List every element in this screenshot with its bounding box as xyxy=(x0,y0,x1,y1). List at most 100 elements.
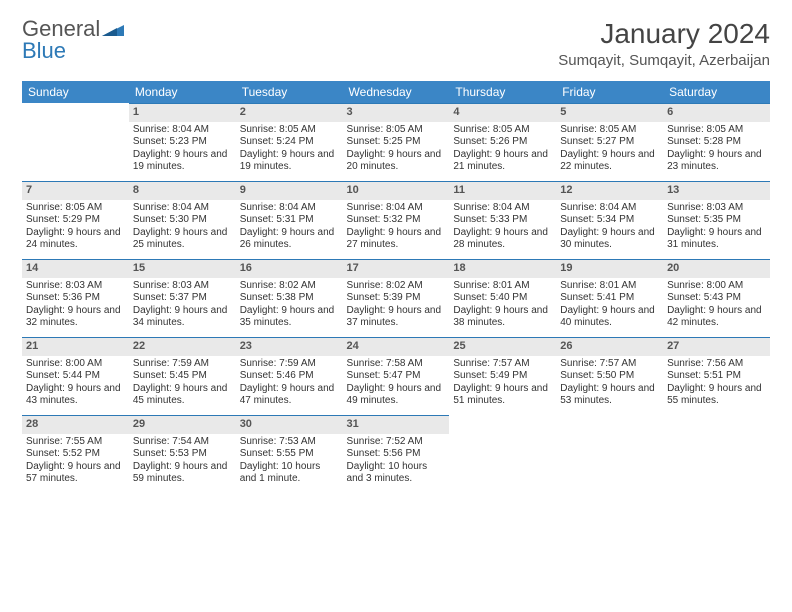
sunrise-text: Sunrise: 7:59 AM xyxy=(133,358,232,371)
day-body: Sunrise: 8:01 AMSunset: 5:41 PMDaylight:… xyxy=(556,278,663,332)
weekday-header: Saturday xyxy=(663,81,770,103)
day-number: 6 xyxy=(663,103,770,122)
day-body: Sunrise: 8:03 AMSunset: 5:37 PMDaylight:… xyxy=(129,278,236,332)
day-body: Sunrise: 8:03 AMSunset: 5:35 PMDaylight:… xyxy=(663,200,770,254)
sunrise-text: Sunrise: 8:03 AM xyxy=(133,280,232,293)
sunset-text: Sunset: 5:37 PM xyxy=(133,292,232,305)
sunset-text: Sunset: 5:40 PM xyxy=(453,292,552,305)
sunrise-text: Sunrise: 7:57 AM xyxy=(453,358,552,371)
daylight-text: Daylight: 9 hours and 43 minutes. xyxy=(26,383,125,408)
day-body: Sunrise: 7:53 AMSunset: 5:55 PMDaylight:… xyxy=(236,434,343,488)
sunset-text: Sunset: 5:56 PM xyxy=(347,448,446,461)
day-number: 30 xyxy=(236,415,343,434)
calendar-day-cell xyxy=(22,103,129,181)
sunset-text: Sunset: 5:36 PM xyxy=(26,292,125,305)
sunrise-text: Sunrise: 8:04 AM xyxy=(133,202,232,215)
calendar-day-cell: 6Sunrise: 8:05 AMSunset: 5:28 PMDaylight… xyxy=(663,103,770,181)
daylight-text: Daylight: 9 hours and 19 minutes. xyxy=(240,149,339,174)
calendar-day-cell: 20Sunrise: 8:00 AMSunset: 5:43 PMDayligh… xyxy=(663,259,770,337)
day-number: 19 xyxy=(556,259,663,278)
day-body: Sunrise: 7:59 AMSunset: 5:45 PMDaylight:… xyxy=(129,356,236,410)
sunset-text: Sunset: 5:52 PM xyxy=(26,448,125,461)
calendar-day-cell: 13Sunrise: 8:03 AMSunset: 5:35 PMDayligh… xyxy=(663,181,770,259)
daylight-text: Daylight: 9 hours and 49 minutes. xyxy=(347,383,446,408)
calendar-day-cell: 1Sunrise: 8:04 AMSunset: 5:23 PMDaylight… xyxy=(129,103,236,181)
daylight-text: Daylight: 10 hours and 3 minutes. xyxy=(347,461,446,486)
calendar-day-cell: 5Sunrise: 8:05 AMSunset: 5:27 PMDaylight… xyxy=(556,103,663,181)
calendar-day-cell: 3Sunrise: 8:05 AMSunset: 5:25 PMDaylight… xyxy=(343,103,450,181)
day-body: Sunrise: 8:04 AMSunset: 5:23 PMDaylight:… xyxy=(129,122,236,176)
calendar-day-cell: 11Sunrise: 8:04 AMSunset: 5:33 PMDayligh… xyxy=(449,181,556,259)
sunrise-text: Sunrise: 7:55 AM xyxy=(26,436,125,449)
day-number: 9 xyxy=(236,181,343,200)
day-body: Sunrise: 7:58 AMSunset: 5:47 PMDaylight:… xyxy=(343,356,450,410)
daylight-text: Daylight: 9 hours and 38 minutes. xyxy=(453,305,552,330)
sunrise-text: Sunrise: 8:05 AM xyxy=(453,124,552,137)
calendar-day-cell xyxy=(663,415,770,493)
calendar-day-cell: 14Sunrise: 8:03 AMSunset: 5:36 PMDayligh… xyxy=(22,259,129,337)
sunset-text: Sunset: 5:46 PM xyxy=(240,370,339,383)
sunrise-text: Sunrise: 8:05 AM xyxy=(26,202,125,215)
calendar-day-cell: 28Sunrise: 7:55 AMSunset: 5:52 PMDayligh… xyxy=(22,415,129,493)
sunrise-text: Sunrise: 8:04 AM xyxy=(347,202,446,215)
calendar-day-cell: 25Sunrise: 7:57 AMSunset: 5:49 PMDayligh… xyxy=(449,337,556,415)
day-number: 24 xyxy=(343,337,450,356)
daylight-text: Daylight: 9 hours and 25 minutes. xyxy=(133,227,232,252)
page-header: GeneralBlue January 2024 Sumqayit, Sumqa… xyxy=(22,18,770,69)
sunrise-text: Sunrise: 8:00 AM xyxy=(26,358,125,371)
calendar-day-cell: 24Sunrise: 7:58 AMSunset: 5:47 PMDayligh… xyxy=(343,337,450,415)
sunset-text: Sunset: 5:33 PM xyxy=(453,214,552,227)
daylight-text: Daylight: 10 hours and 1 minute. xyxy=(240,461,339,486)
day-number: 1 xyxy=(129,103,236,122)
day-body: Sunrise: 8:00 AMSunset: 5:44 PMDaylight:… xyxy=(22,356,129,410)
daylight-text: Daylight: 9 hours and 45 minutes. xyxy=(133,383,232,408)
daylight-text: Daylight: 9 hours and 42 minutes. xyxy=(667,305,766,330)
calendar-week-row: 21Sunrise: 8:00 AMSunset: 5:44 PMDayligh… xyxy=(22,337,770,415)
daylight-text: Daylight: 9 hours and 35 minutes. xyxy=(240,305,339,330)
calendar-day-cell: 15Sunrise: 8:03 AMSunset: 5:37 PMDayligh… xyxy=(129,259,236,337)
sunset-text: Sunset: 5:27 PM xyxy=(560,136,659,149)
day-body: Sunrise: 8:04 AMSunset: 5:31 PMDaylight:… xyxy=(236,200,343,254)
calendar-day-cell: 4Sunrise: 8:05 AMSunset: 5:26 PMDaylight… xyxy=(449,103,556,181)
day-number: 31 xyxy=(343,415,450,434)
day-number: 13 xyxy=(663,181,770,200)
daylight-text: Daylight: 9 hours and 27 minutes. xyxy=(347,227,446,252)
daylight-text: Daylight: 9 hours and 57 minutes. xyxy=(26,461,125,486)
sunrise-text: Sunrise: 7:59 AM xyxy=(240,358,339,371)
daylight-text: Daylight: 9 hours and 26 minutes. xyxy=(240,227,339,252)
day-body: Sunrise: 7:57 AMSunset: 5:49 PMDaylight:… xyxy=(449,356,556,410)
daylight-text: Daylight: 9 hours and 53 minutes. xyxy=(560,383,659,408)
sunset-text: Sunset: 5:53 PM xyxy=(133,448,232,461)
sunset-text: Sunset: 5:47 PM xyxy=(347,370,446,383)
day-body: Sunrise: 7:52 AMSunset: 5:56 PMDaylight:… xyxy=(343,434,450,488)
calendar-day-cell: 12Sunrise: 8:04 AMSunset: 5:34 PMDayligh… xyxy=(556,181,663,259)
sunset-text: Sunset: 5:31 PM xyxy=(240,214,339,227)
calendar-day-cell: 10Sunrise: 8:04 AMSunset: 5:32 PMDayligh… xyxy=(343,181,450,259)
calendar-week-row: 14Sunrise: 8:03 AMSunset: 5:36 PMDayligh… xyxy=(22,259,770,337)
day-body: Sunrise: 8:04 AMSunset: 5:32 PMDaylight:… xyxy=(343,200,450,254)
day-body: Sunrise: 7:54 AMSunset: 5:53 PMDaylight:… xyxy=(129,434,236,488)
calendar-day-cell: 22Sunrise: 7:59 AMSunset: 5:45 PMDayligh… xyxy=(129,337,236,415)
sunrise-text: Sunrise: 8:03 AM xyxy=(667,202,766,215)
sunrise-text: Sunrise: 8:05 AM xyxy=(240,124,339,137)
day-body: Sunrise: 8:05 AMSunset: 5:24 PMDaylight:… xyxy=(236,122,343,176)
location: Sumqayit, Sumqayit, Azerbaijan xyxy=(558,52,770,69)
day-number: 11 xyxy=(449,181,556,200)
day-body: Sunrise: 8:03 AMSunset: 5:36 PMDaylight:… xyxy=(22,278,129,332)
day-body: Sunrise: 8:04 AMSunset: 5:30 PMDaylight:… xyxy=(129,200,236,254)
logo-word1: General xyxy=(22,18,100,40)
daylight-text: Daylight: 9 hours and 47 minutes. xyxy=(240,383,339,408)
weekday-header: Friday xyxy=(556,81,663,103)
sunset-text: Sunset: 5:43 PM xyxy=(667,292,766,305)
daylight-text: Daylight: 9 hours and 23 minutes. xyxy=(667,149,766,174)
day-number: 16 xyxy=(236,259,343,278)
daylight-text: Daylight: 9 hours and 31 minutes. xyxy=(667,227,766,252)
sunset-text: Sunset: 5:45 PM xyxy=(133,370,232,383)
day-body: Sunrise: 8:01 AMSunset: 5:40 PMDaylight:… xyxy=(449,278,556,332)
day-body: Sunrise: 8:04 AMSunset: 5:34 PMDaylight:… xyxy=(556,200,663,254)
daylight-text: Daylight: 9 hours and 19 minutes. xyxy=(133,149,232,174)
daylight-text: Daylight: 9 hours and 28 minutes. xyxy=(453,227,552,252)
sunrise-text: Sunrise: 8:00 AM xyxy=(667,280,766,293)
weekday-header: Monday xyxy=(129,81,236,103)
calendar-day-cell: 7Sunrise: 8:05 AMSunset: 5:29 PMDaylight… xyxy=(22,181,129,259)
